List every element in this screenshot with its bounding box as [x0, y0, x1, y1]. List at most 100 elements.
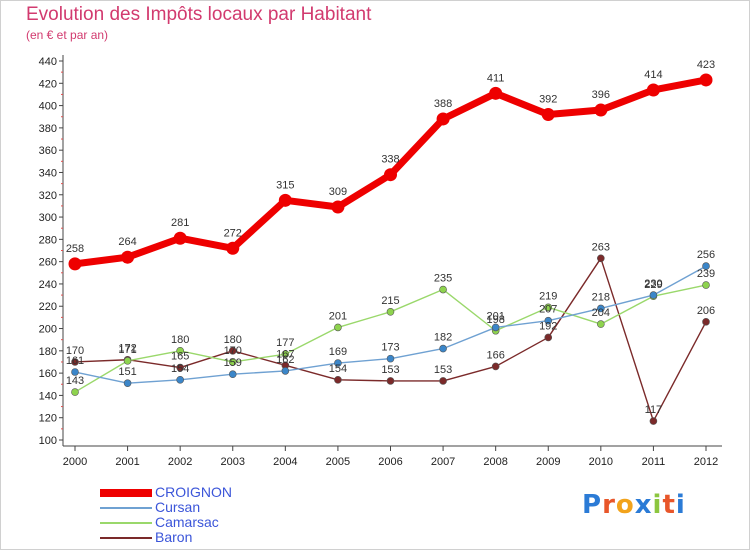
data-label-camarsac: 219 — [539, 290, 557, 302]
data-point-camarsac — [123, 357, 132, 365]
data-label-baron: 192 — [539, 320, 557, 332]
logo-letter: i — [652, 490, 663, 520]
data-point-camarsac — [228, 358, 237, 366]
data-point-croignon — [594, 103, 608, 117]
data-label-baron: 165 — [171, 351, 189, 363]
data-point-cursan — [228, 370, 237, 379]
data-label-baron: 167 — [276, 348, 294, 360]
chart-subtitle: (en € et par an) — [26, 28, 109, 42]
y-tick-label: 380 — [39, 123, 57, 135]
data-point-baron — [71, 358, 79, 366]
data-label-cursan: 151 — [118, 366, 136, 378]
legend-swatch-cursan — [100, 507, 152, 509]
x-tick-label: 2010 — [589, 456, 613, 468]
x-tick-label: 2001 — [115, 456, 139, 468]
data-label-camarsac: 215 — [381, 295, 399, 307]
data-point-cursan — [176, 376, 184, 384]
x-tick-label: 2005 — [326, 456, 350, 468]
data-point-baron — [176, 363, 184, 372]
data-label-baron: 170 — [66, 345, 84, 357]
data-point-cursan — [439, 344, 447, 353]
logo-letter: t — [662, 490, 676, 520]
data-point-baron — [702, 318, 710, 326]
data-point-cursan — [281, 367, 290, 375]
data-point-croignon — [436, 112, 450, 126]
data-point-cursan — [386, 354, 395, 363]
data-point-baron — [597, 254, 605, 263]
x-tick-label: 2007 — [431, 456, 455, 468]
legend-label-croignon: CROIGNON — [155, 484, 232, 500]
data-label-croignon: 392 — [539, 94, 557, 106]
data-point-camarsac — [281, 350, 290, 358]
logo-letter: o — [615, 490, 635, 520]
data-label-croignon: 388 — [434, 98, 452, 110]
x-tick-label: 2006 — [378, 456, 402, 468]
data-label-baron: 153 — [381, 364, 399, 376]
data-label-baron: 172 — [118, 343, 136, 355]
y-tick-label: 360 — [39, 145, 57, 157]
x-tick-label: 2011 — [642, 456, 666, 468]
chart-title: Evolution des Impôts locaux par Habitant — [26, 4, 372, 25]
y-tick-label: 400 — [39, 101, 57, 113]
data-point-camarsac — [71, 388, 79, 396]
y-tick-label: 180 — [39, 346, 57, 358]
data-point-croignon — [226, 241, 240, 255]
y-tick-label: 220 — [39, 301, 57, 313]
y-tick-label: 240 — [39, 279, 57, 291]
data-label-camarsac: 204 — [592, 307, 610, 319]
data-point-croignon — [489, 86, 503, 100]
data-label-baron: 154 — [329, 363, 347, 375]
y-tick-label: 160 — [39, 368, 57, 380]
logo-letter: i — [675, 490, 686, 520]
data-label-camarsac: 229 — [644, 279, 662, 291]
legend-swatch-croignon — [100, 489, 152, 497]
legend-swatch-baron — [100, 537, 152, 539]
data-point-baron — [386, 377, 395, 385]
data-label-cursan: 173 — [381, 342, 399, 354]
data-point-cursan — [334, 359, 342, 367]
data-label-croignon: 315 — [276, 179, 294, 191]
data-label-cursan: 159 — [224, 357, 242, 369]
data-point-camarsac — [386, 308, 395, 316]
legend-swatch-camarsac — [100, 522, 152, 524]
data-point-croignon — [384, 168, 397, 182]
data-label-camarsac: 180 — [171, 334, 189, 346]
data-point-cursan — [491, 323, 500, 332]
data-point-baron — [544, 333, 553, 342]
logo-letter: x — [634, 490, 653, 520]
data-point-baron — [491, 362, 500, 371]
proxiti-logo: Proxiti — [582, 490, 686, 520]
data-label-baron: 206 — [697, 305, 715, 317]
x-tick-label: 2003 — [221, 456, 245, 468]
data-point-croignon — [68, 257, 82, 271]
data-point-cursan — [71, 368, 79, 376]
data-label-croignon: 258 — [66, 243, 84, 255]
data-label-camarsac: 201 — [329, 310, 347, 322]
y-tick-label: 120 — [39, 413, 57, 425]
y-tick-label: 200 — [39, 324, 57, 336]
data-label-baron: 153 — [434, 364, 452, 376]
x-tick-label: 2012 — [694, 456, 718, 468]
y-tick-label: 440 — [39, 56, 57, 68]
data-point-croignon — [699, 73, 713, 87]
y-tick-label: 100 — [39, 435, 57, 447]
data-label-croignon: 396 — [592, 89, 610, 101]
x-tick-label: 2000 — [63, 456, 87, 468]
data-label-cursan: 218 — [592, 291, 610, 303]
data-point-baron — [228, 347, 237, 355]
data-label-croignon: 309 — [329, 186, 347, 198]
data-label-cursan: 201 — [486, 310, 504, 322]
data-label-cursan: 169 — [329, 346, 347, 358]
data-label-cursan: 230 — [644, 278, 662, 290]
data-label-baron: 263 — [592, 241, 610, 253]
data-point-croignon — [121, 250, 135, 264]
data-label-camarsac: 198 — [486, 314, 504, 326]
x-tick-label: 2009 — [536, 456, 560, 468]
data-point-cursan — [597, 304, 605, 313]
y-tick-label: 300 — [39, 212, 57, 224]
data-label-cursan: 182 — [434, 332, 452, 344]
y-tick-label: 420 — [39, 78, 57, 90]
x-tick-label: 2004 — [273, 456, 297, 468]
